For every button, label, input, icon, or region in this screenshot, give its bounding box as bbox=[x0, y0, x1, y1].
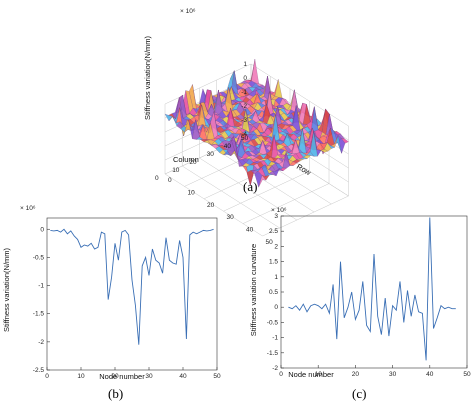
x-tick-label: 50 bbox=[463, 371, 471, 378]
row-tick-label: 50 bbox=[266, 239, 274, 246]
x-tick-label: 30 bbox=[389, 371, 397, 378]
surface-facet bbox=[258, 175, 267, 188]
y-tick-label: 0 bbox=[274, 304, 278, 311]
y-tick-label: 0 bbox=[40, 226, 44, 233]
plot-frame bbox=[46, 217, 218, 371]
line-panel-b: 0 10 20 30 40 50 0 -0.5 -1 -1.5 -2 -2.5 bbox=[33, 217, 221, 380]
column-tick-label: 40 bbox=[224, 143, 232, 150]
surface-exponent: × 10⁶ bbox=[180, 8, 196, 15]
x-tick-label: 40 bbox=[426, 371, 434, 378]
z-tick-label: 1 bbox=[243, 61, 247, 68]
z-tick-label: -1 bbox=[241, 89, 247, 96]
y-tick-label: 2.5 bbox=[269, 228, 278, 235]
y-tick-label: 3 bbox=[274, 213, 278, 220]
x-tick-label: 40 bbox=[179, 373, 187, 380]
x-tick-label: 10 bbox=[315, 371, 323, 378]
plot-frame bbox=[280, 215, 468, 369]
y-tick-label: 0.5 bbox=[269, 289, 278, 296]
y-tick-label: 2 bbox=[274, 243, 278, 250]
y-tick-label: 1 bbox=[274, 274, 278, 281]
caption-b: (b) bbox=[108, 386, 123, 401]
y-tick-label: -0.5 bbox=[267, 319, 279, 326]
y-tick-label: -1.5 bbox=[33, 311, 45, 318]
line-panel-c: 0 10 20 30 40 50 3 2.5 2 1.5 1 0.5 0 -0.5 -1 -1.5 -2 bbox=[267, 213, 471, 378]
floor-gridline bbox=[216, 149, 315, 213]
row-tick-label: 0 bbox=[168, 177, 172, 184]
z-tick-label: 0 bbox=[243, 75, 247, 82]
x-tick-label: 20 bbox=[111, 373, 119, 380]
z-tick-label: -2 bbox=[241, 103, 247, 110]
floor-gridline bbox=[182, 165, 280, 229]
surface-mesh bbox=[164, 59, 349, 188]
x-tick-label: 20 bbox=[352, 371, 360, 378]
panel-c-ylabel: Stiffness variation curvature bbox=[249, 244, 258, 336]
row-tick-label: 10 bbox=[188, 189, 196, 196]
x-tick-label: 0 bbox=[279, 371, 283, 378]
y-tick-label: -1 bbox=[38, 283, 44, 290]
column-tick-label: 20 bbox=[189, 159, 197, 166]
x-tick-label: 50 bbox=[213, 373, 221, 380]
y-tick-label: -2 bbox=[272, 365, 278, 372]
y-tick-label: -2.5 bbox=[33, 367, 45, 374]
z-tick-label: -4 bbox=[241, 131, 247, 138]
x-tick-label: 0 bbox=[45, 373, 49, 380]
column-tick-label: 0 bbox=[155, 175, 159, 182]
row-tick-label: 20 bbox=[207, 202, 215, 209]
y-tick-label: -2 bbox=[38, 339, 44, 346]
row-tick-label: 30 bbox=[227, 214, 235, 221]
floor-gridline bbox=[223, 170, 310, 212]
column-tick-label: 30 bbox=[207, 151, 215, 158]
surface-zlabel: Stiffness variation(N/mm) bbox=[143, 35, 152, 120]
column-tick-label: 50 bbox=[241, 135, 249, 142]
y-tick-label: -1 bbox=[272, 335, 278, 342]
x-tick-label: 10 bbox=[77, 373, 85, 380]
y-tick-label: -1.5 bbox=[267, 350, 279, 357]
surface-ylabel: Column bbox=[173, 155, 199, 164]
panel-b-exponent: × 10⁶ bbox=[20, 205, 36, 212]
series-line bbox=[288, 217, 456, 361]
row-tick-label: 40 bbox=[246, 227, 254, 234]
y-tick-label: -0.5 bbox=[33, 254, 45, 261]
floor-gridline bbox=[199, 157, 298, 221]
caption-c: (c) bbox=[352, 386, 366, 401]
series-line bbox=[50, 228, 214, 345]
panel-b-ylabel: Stiffness variation(N/mm) bbox=[2, 247, 11, 332]
surface-xlabel: Row bbox=[295, 162, 313, 178]
floor-gridline bbox=[164, 173, 263, 237]
panel-c-xlabel: Node number bbox=[288, 370, 334, 379]
z-tick-label: -3 bbox=[241, 117, 247, 124]
floor-gridline bbox=[242, 183, 330, 224]
panel-c-exponent: × 10⁶ bbox=[271, 207, 287, 214]
column-tick-label: 10 bbox=[172, 167, 180, 174]
x-tick-label: 30 bbox=[145, 373, 153, 380]
caption-a: (a) bbox=[243, 179, 257, 194]
y-tick-label: 1.5 bbox=[269, 259, 278, 266]
panel-b-xlabel: Node number bbox=[99, 372, 145, 381]
